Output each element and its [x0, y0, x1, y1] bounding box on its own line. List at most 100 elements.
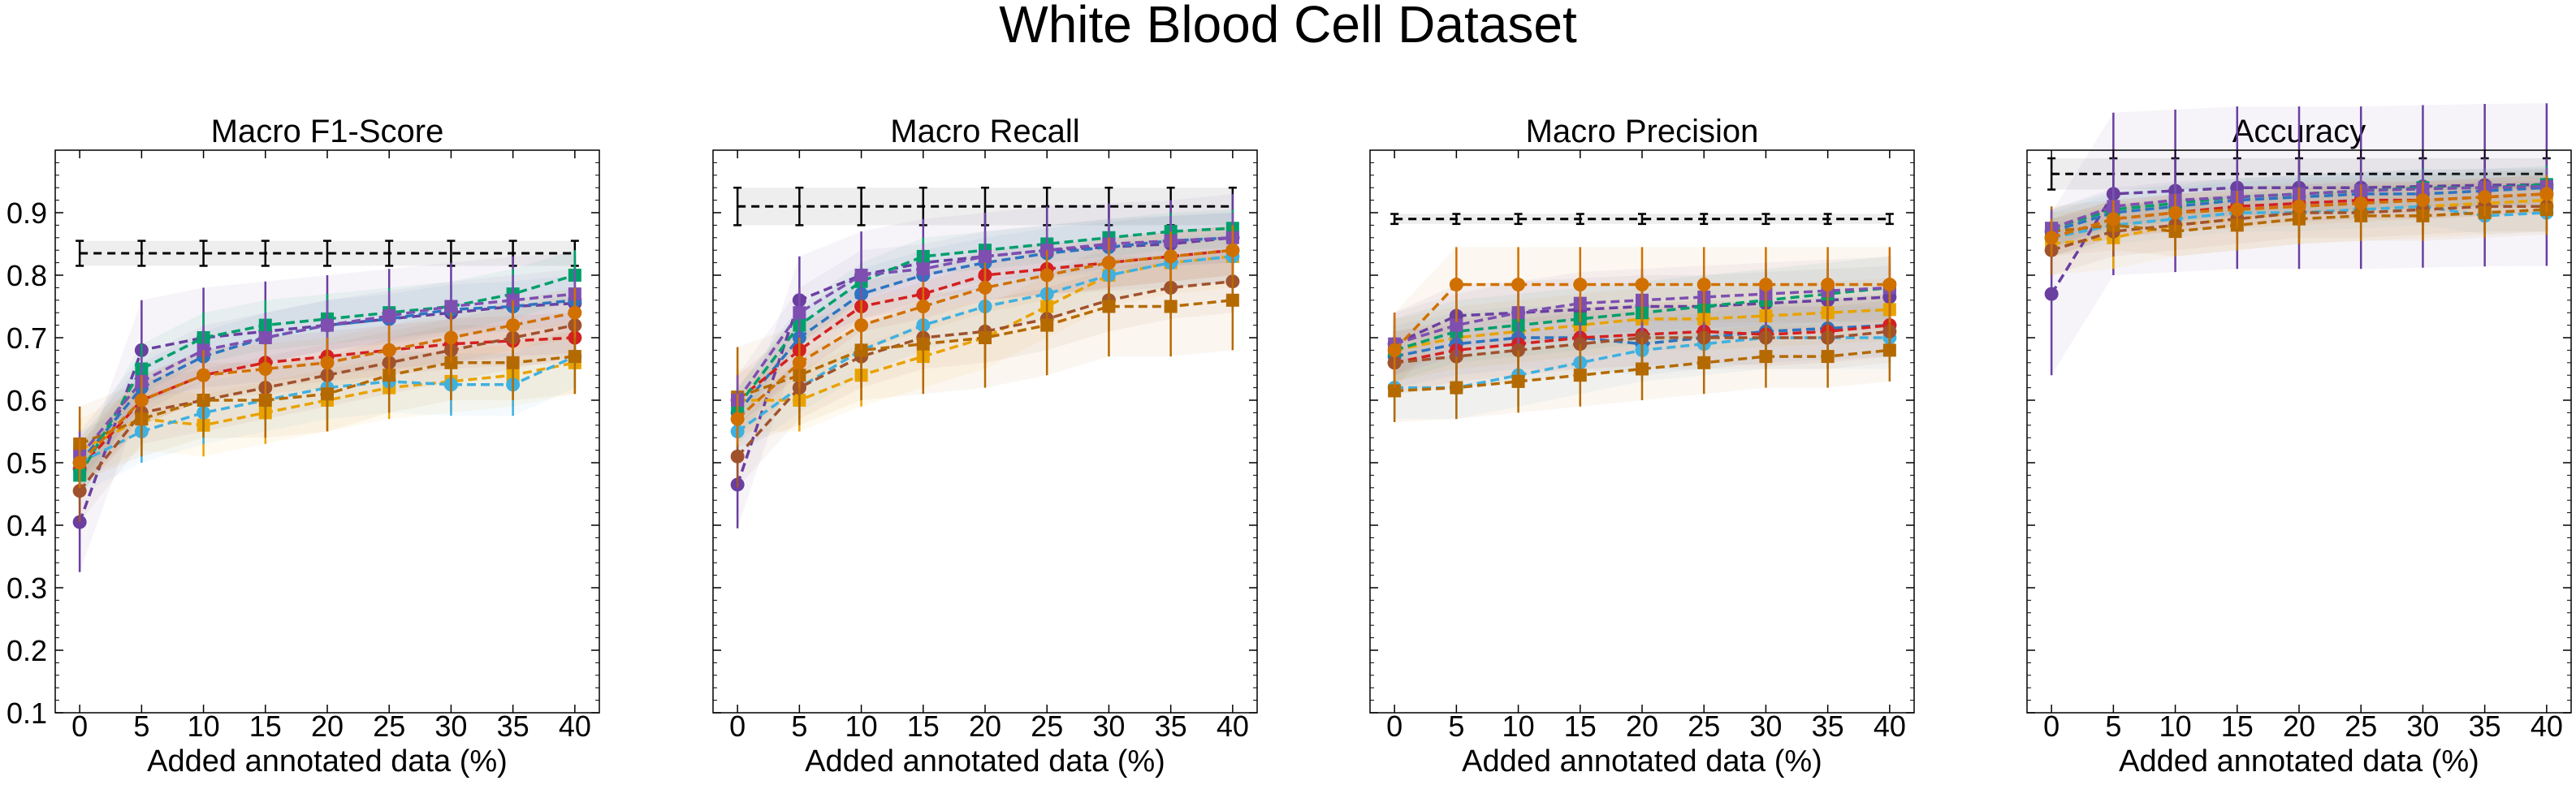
data-point: [1636, 362, 1649, 376]
x-tick-label: 35: [1155, 710, 1187, 743]
data-point: [2415, 193, 2430, 208]
data-point: [382, 343, 396, 357]
data-point: [258, 331, 272, 344]
data-point: [2230, 202, 2245, 217]
x-tick-label: 25: [1031, 710, 1063, 743]
data-point: [2353, 196, 2368, 210]
x-tick-label: 10: [845, 710, 878, 743]
data-point: [1696, 278, 1711, 292]
y-tick-label: 0.7: [6, 321, 47, 355]
data-point: [1040, 318, 1054, 332]
data-point: [321, 387, 334, 401]
panel-title: Macro Recall: [890, 114, 1079, 149]
data-point: [134, 393, 149, 408]
data-point: [1697, 356, 1711, 369]
x-tick-label: 10: [2159, 710, 2192, 743]
x-tick-label: 0: [1386, 710, 1403, 743]
data-point: [1225, 293, 1239, 307]
x-axis-label: Added annotated data (%): [147, 744, 508, 779]
data-point: [2168, 205, 2183, 220]
y-tick-label: 0.8: [6, 259, 47, 292]
x-tick-label: 5: [791, 710, 807, 743]
data-point: [1388, 384, 1402, 398]
data-point: [979, 249, 992, 263]
data-point: [72, 455, 87, 470]
data-point: [2044, 287, 2059, 301]
series-line: [79, 361, 576, 452]
figure-title: White Blood Cell Dataset: [999, 0, 1577, 54]
y-tick-label: 0.3: [6, 571, 47, 605]
data-point: [1449, 278, 1463, 292]
x-tick-label: 15: [907, 710, 940, 743]
x-tick-label: 20: [311, 710, 344, 743]
data-point: [443, 330, 458, 345]
x-tick-label: 15: [1564, 710, 1597, 743]
x-tick-label: 30: [1092, 710, 1125, 743]
x-tick-label: 15: [249, 710, 282, 743]
data-point: [1758, 278, 1773, 292]
x-tick-label: 40: [559, 710, 591, 743]
series-line: [78, 323, 576, 492]
data-point: [854, 318, 869, 333]
series-line: [736, 279, 1234, 458]
x-tick-label: 15: [2221, 710, 2254, 743]
x-tick-label: 25: [1688, 710, 1720, 743]
data-point: [854, 269, 868, 282]
data-point: [320, 356, 335, 370]
data-point: [2044, 231, 2059, 245]
x-tick-label: 10: [188, 710, 220, 743]
x-tick-label: 40: [2531, 710, 2563, 743]
x-tick-label: 25: [2345, 710, 2377, 743]
data-point: [1573, 278, 1588, 292]
data-point: [1102, 300, 1116, 313]
series-line: [737, 255, 1234, 402]
x-tick-label: 20: [2283, 710, 2315, 743]
y-tick-label: 0.1: [6, 697, 47, 730]
data-point: [1511, 374, 1525, 388]
data-point: [1821, 350, 1835, 364]
data-point: [1164, 300, 1178, 313]
data-point: [321, 318, 334, 332]
data-point: [1101, 256, 1116, 270]
series-8: [1388, 318, 1896, 422]
data-point: [1882, 343, 1896, 357]
data-point: [978, 280, 992, 295]
x-tick-label: 10: [1502, 710, 1535, 743]
y-tick-label: 0.2: [6, 634, 47, 667]
data-point: [2539, 187, 2554, 201]
x-tick-label: 40: [1217, 710, 1249, 743]
x-tick-label: 0: [729, 710, 746, 743]
data-point: [793, 306, 806, 320]
x-axis-label: Added annotated data (%): [1462, 744, 1822, 779]
y-tick-label: 0.9: [6, 196, 47, 230]
data-point: [1164, 249, 1178, 264]
data-point: [730, 449, 745, 464]
data-point: [792, 356, 806, 370]
data-point: [1450, 318, 1463, 332]
x-tick-label: 30: [2406, 710, 2439, 743]
y-tick-label: 0.5: [6, 446, 47, 480]
data-point: [1882, 278, 1897, 292]
series-10: [1387, 247, 1897, 388]
x-tick-label: 30: [1749, 710, 1782, 743]
panel-title: Macro Precision: [1526, 114, 1759, 149]
x-tick-label: 5: [133, 710, 149, 743]
data-point: [568, 350, 581, 364]
data-point: [979, 331, 992, 344]
data-point: [1387, 343, 1402, 357]
x-axis-label: Added annotated data (%): [2119, 744, 2479, 779]
panel-title: Macro F1-Score: [211, 114, 444, 149]
plot-frame: [1369, 149, 1915, 714]
data-point: [730, 412, 745, 426]
series-line: [79, 355, 576, 464]
x-tick-label: 40: [1874, 710, 1906, 743]
data-point: [916, 262, 930, 276]
x-tick-label: 20: [969, 710, 1001, 743]
data-point: [1450, 381, 1463, 395]
data-point: [506, 356, 520, 369]
panel-3: Macro Precision 0 5 10 15 20 25 30 35 40 Added ann…: [1369, 114, 1915, 779]
x-tick-label: 0: [71, 710, 88, 743]
x-tick-label: 20: [1626, 710, 1658, 743]
